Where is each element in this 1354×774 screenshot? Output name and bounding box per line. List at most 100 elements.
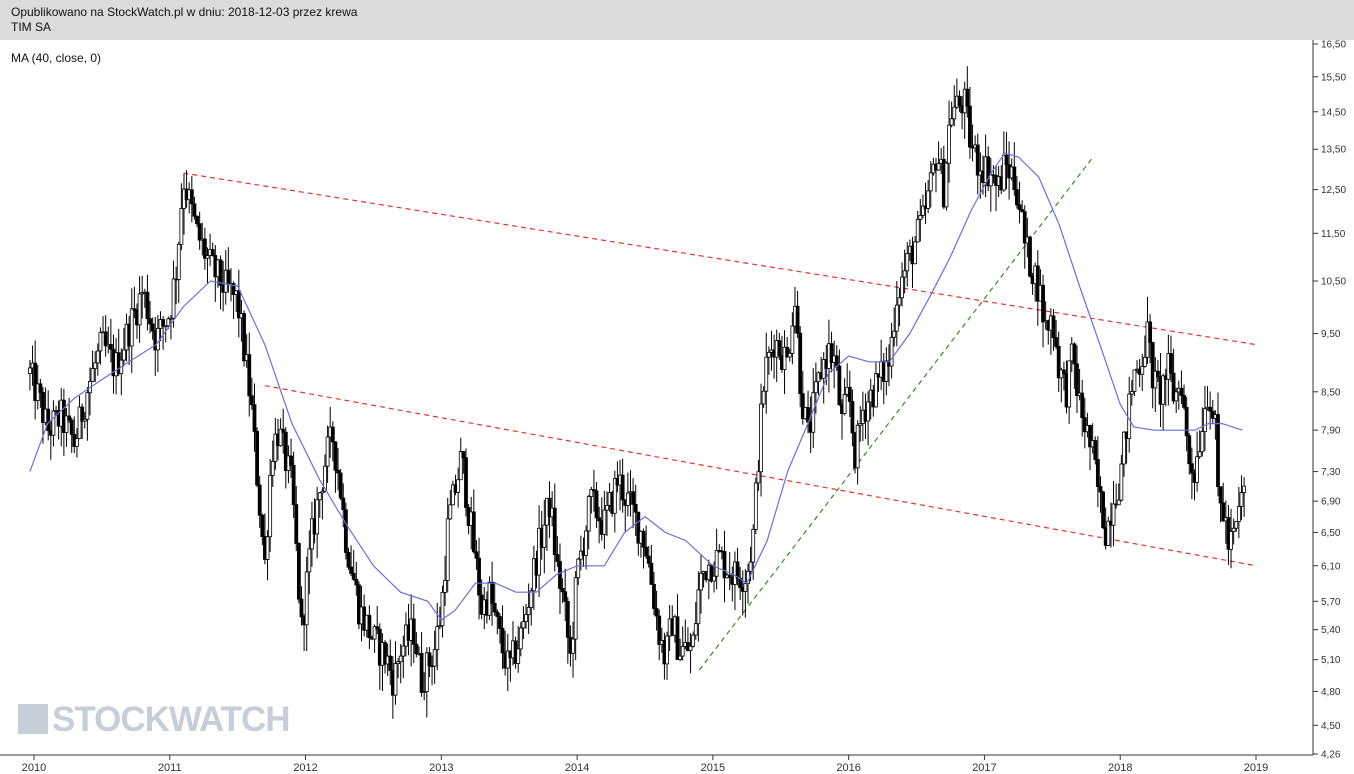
candle-up: [743, 583, 748, 592]
candle-down: [800, 393, 805, 420]
candle-up: [712, 575, 716, 582]
candle-down: [644, 546, 649, 557]
support-uptrend-line: [698, 156, 1094, 671]
candle-down: [336, 469, 340, 474]
candle-up: [913, 241, 917, 265]
candle-down: [252, 404, 257, 432]
candle-down: [1088, 425, 1092, 448]
candle-down: [1072, 343, 1077, 365]
candle-down: [383, 642, 387, 665]
candle-down: [330, 426, 335, 443]
candle-up: [456, 479, 461, 493]
candle-up: [573, 577, 578, 640]
candle-up: [1140, 365, 1145, 375]
candle-down: [1189, 463, 1194, 474]
candle-up: [874, 373, 878, 408]
candle-up: [811, 392, 816, 433]
candle-down: [461, 451, 466, 459]
candle-up: [1236, 506, 1241, 522]
candle-up: [1142, 356, 1147, 367]
candle-down: [1218, 486, 1223, 504]
candle-up: [448, 504, 453, 520]
candle-up: [1067, 360, 1072, 408]
candle-down: [411, 618, 416, 645]
y-tick-label: 6,50: [1321, 528, 1341, 539]
candle-up: [169, 317, 173, 320]
candle-down: [986, 156, 991, 187]
candle-down: [197, 223, 202, 241]
candle-up: [393, 663, 398, 696]
candle-down: [464, 457, 468, 508]
candle-down: [103, 331, 108, 347]
logo-bar-icon: [18, 703, 48, 734]
candle-down: [657, 615, 662, 645]
candle-down: [294, 504, 299, 544]
candle-up: [521, 621, 526, 629]
candle-down: [495, 611, 500, 617]
candle-up: [64, 415, 69, 433]
candle-down: [46, 408, 51, 432]
candle-up: [753, 482, 758, 530]
trendlines-layer: [183, 156, 1257, 671]
price-chart: 16,50 15,50 14,50 13,50 12,50 11,50 10,50 9,50 8…: [0, 40, 1346, 774]
ma40-line: [29, 152, 1243, 621]
candle-up: [894, 304, 899, 332]
candle-up: [1231, 527, 1236, 532]
y-tick-label: 4,26: [1321, 750, 1341, 761]
candle-down: [727, 574, 732, 578]
candle-down: [257, 484, 262, 516]
candle-up: [542, 524, 547, 548]
candle-down: [255, 430, 259, 486]
candle-up: [589, 489, 594, 497]
stockwatch-watermark: STOCKWATCH: [18, 700, 291, 740]
candle-down: [354, 579, 359, 586]
candle-down: [1041, 284, 1045, 323]
candle-down: [41, 392, 45, 423]
candle-up: [866, 401, 870, 422]
candle-down: [1075, 363, 1079, 397]
candle-up: [325, 436, 330, 467]
candle-up: [612, 478, 617, 514]
candle-up: [98, 332, 103, 352]
candle-up: [396, 661, 400, 664]
candle-down: [189, 189, 194, 205]
candle-up: [1200, 431, 1205, 453]
candle-up: [665, 635, 669, 665]
x-tick-label: 2017: [972, 762, 996, 774]
candle-down: [957, 95, 962, 106]
candle-up: [1234, 521, 1239, 529]
candle-down: [492, 602, 497, 613]
x-tick-label: 2016: [836, 762, 860, 774]
candle-up: [625, 492, 630, 506]
candle-up: [129, 308, 134, 347]
candle-down: [210, 249, 215, 256]
candle-down: [474, 551, 479, 559]
chart-header: Opublikowano na StockWatch.pl w dniu: 20…: [0, 0, 1354, 40]
candle-down: [1022, 211, 1027, 244]
candle-down: [552, 507, 557, 555]
candle-down: [654, 608, 659, 617]
candle-up: [122, 349, 126, 361]
candle-down: [299, 598, 304, 618]
candle-up: [889, 336, 894, 367]
candle-down: [722, 551, 727, 579]
candle-down: [260, 514, 265, 537]
candle-down: [975, 144, 980, 176]
candle-up: [268, 474, 273, 538]
candle-up: [422, 691, 427, 693]
candle-down: [500, 627, 505, 654]
candle-up: [688, 645, 693, 652]
candle-up: [445, 518, 450, 581]
candle-up: [85, 392, 90, 420]
candle-up: [1111, 503, 1116, 526]
candle-down: [1182, 394, 1186, 408]
candle-up: [205, 255, 210, 259]
candle-up: [892, 330, 897, 338]
candle-up: [759, 403, 763, 473]
candle-up: [1132, 369, 1137, 392]
candle-up: [766, 351, 771, 358]
candle-up: [1116, 499, 1121, 506]
candle-up: [75, 438, 79, 447]
ma-layer: [29, 152, 1243, 621]
candle-up: [751, 529, 756, 563]
